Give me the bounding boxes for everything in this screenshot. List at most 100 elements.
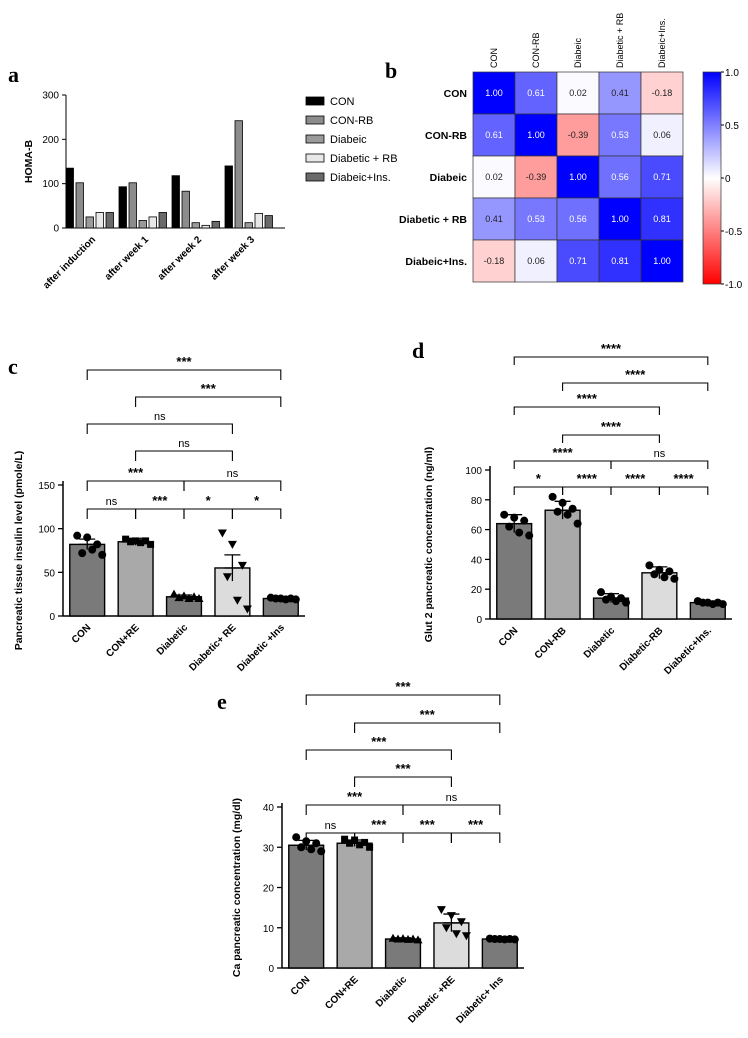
- panel-e-label: e: [217, 689, 227, 714]
- y-tick-label: 300: [42, 91, 59, 102]
- heatmap-value: 1.00: [527, 130, 545, 140]
- data-point: [127, 538, 135, 546]
- data-point: [563, 510, 572, 519]
- y-tick-label: 80: [471, 496, 483, 507]
- data-point: [356, 841, 364, 849]
- heatmap-value: 0.71: [569, 256, 587, 266]
- panel-b-correlation-heatmap: b 1.00 0.61 0.02 0.41 -0.180.61 1.00 -0.39 0.53…: [385, 13, 743, 291]
- data-point: [174, 593, 184, 602]
- data-point: [291, 595, 300, 604]
- data-point: [98, 550, 107, 559]
- heatmap-value: 0.02: [485, 172, 503, 182]
- bar-diabeic: [138, 220, 147, 229]
- heatmap-value: 1.00: [653, 256, 671, 266]
- data-point: [232, 596, 242, 605]
- heatmap-value: 1.00: [569, 172, 587, 182]
- bar-con: [496, 522, 533, 620]
- heatmap-cell: [472, 155, 516, 199]
- significance-label: ****: [601, 419, 622, 434]
- heatmap-cell: [598, 239, 642, 283]
- colorbar-tick-label: 0: [725, 174, 731, 185]
- y-tick-label: 40: [471, 555, 483, 566]
- heatmap-row-label: CON-RB: [425, 130, 467, 142]
- x-tick-label: Diabetic-RB: [618, 625, 666, 673]
- heatmap-value: 0.06: [653, 130, 671, 140]
- data-point: [568, 504, 577, 513]
- significance-label: ***: [201, 381, 217, 396]
- data-point: [698, 598, 707, 607]
- significance-label: ****: [625, 471, 646, 486]
- legend-label: Diabetic + RB: [330, 153, 398, 165]
- heatmap-value: 0.71: [653, 172, 671, 182]
- bar-diabeic-ins-: [264, 215, 273, 229]
- x-tick-label: Diabetic +Ins: [235, 622, 287, 674]
- colorbar: [702, 71, 722, 285]
- heatmap-value: 0.41: [611, 88, 629, 98]
- colorbar-tick-label: 0.5: [725, 121, 739, 132]
- data-point: [78, 549, 87, 558]
- bar-con: [118, 186, 127, 229]
- significance-label: ***: [395, 679, 411, 694]
- panel-d-label: d: [412, 338, 424, 363]
- data-point: [297, 843, 306, 852]
- data-point: [650, 570, 659, 579]
- significance-label: *: [254, 493, 260, 508]
- data-point: [602, 595, 610, 604]
- heatmap-value: 0.06: [527, 256, 545, 266]
- significance-label: ****: [552, 445, 573, 460]
- heatmap-cell: [556, 197, 600, 241]
- colorbar-tick-label: 1.0: [725, 68, 739, 79]
- data-point: [307, 845, 316, 854]
- data-point: [93, 540, 102, 549]
- significance-label: ***: [420, 817, 436, 832]
- significance-bracket: [610, 460, 709, 469]
- significance-bracket: [402, 832, 452, 843]
- x-tick-label: CON+RE: [104, 622, 142, 660]
- data-point: [83, 533, 92, 542]
- heatmap-value: -0.39: [568, 130, 589, 140]
- x-tick-label: after week 2: [156, 234, 205, 283]
- significance-bracket: [354, 722, 501, 733]
- data-point: [346, 839, 354, 847]
- bar-con: [288, 844, 325, 969]
- significance-bracket: [305, 694, 501, 705]
- significance-label: ***: [347, 789, 363, 804]
- data-point: [446, 912, 456, 921]
- x-tick-label: CON: [289, 974, 313, 998]
- data-point: [500, 935, 509, 944]
- data-point: [660, 573, 669, 582]
- data-point: [612, 597, 620, 606]
- legend-swatch: [305, 172, 325, 182]
- significance-bracket: [658, 486, 709, 495]
- data-point: [227, 540, 237, 549]
- x-tick-label: Diabetic: [582, 625, 618, 661]
- heatmap-value: -0.18: [652, 88, 673, 98]
- data-point: [597, 588, 605, 597]
- heatmap-cell: [640, 155, 684, 199]
- y-tick-label: 0: [268, 964, 274, 975]
- y-tick-label: 20: [471, 585, 483, 596]
- data-point: [520, 516, 529, 525]
- data-point: [505, 522, 514, 531]
- bar-con-rb: [75, 182, 84, 229]
- significance-label: ns: [654, 448, 666, 460]
- significance-label: ***: [128, 465, 144, 480]
- bar-con-rb: [544, 509, 581, 620]
- bar-con-rb: [181, 190, 190, 229]
- legend-label: CON: [330, 96, 355, 108]
- significance-label: ns: [446, 792, 458, 804]
- heatmap-value: 0.81: [653, 214, 671, 224]
- data-point: [271, 594, 280, 603]
- data-point: [132, 537, 140, 545]
- data-point: [341, 835, 349, 843]
- heatmap-col-label: CON-RB: [531, 33, 541, 69]
- heatmap-row-label: CON: [444, 88, 467, 100]
- x-tick-label: Diabetic: [374, 974, 410, 1010]
- significance-label: ***: [371, 734, 387, 749]
- panel-a-label: a: [8, 62, 19, 87]
- bar-con-rb: [128, 182, 137, 229]
- significance-label: *: [536, 471, 542, 486]
- heatmap-cell: [598, 155, 642, 199]
- heatmap-value: 0.53: [611, 130, 629, 140]
